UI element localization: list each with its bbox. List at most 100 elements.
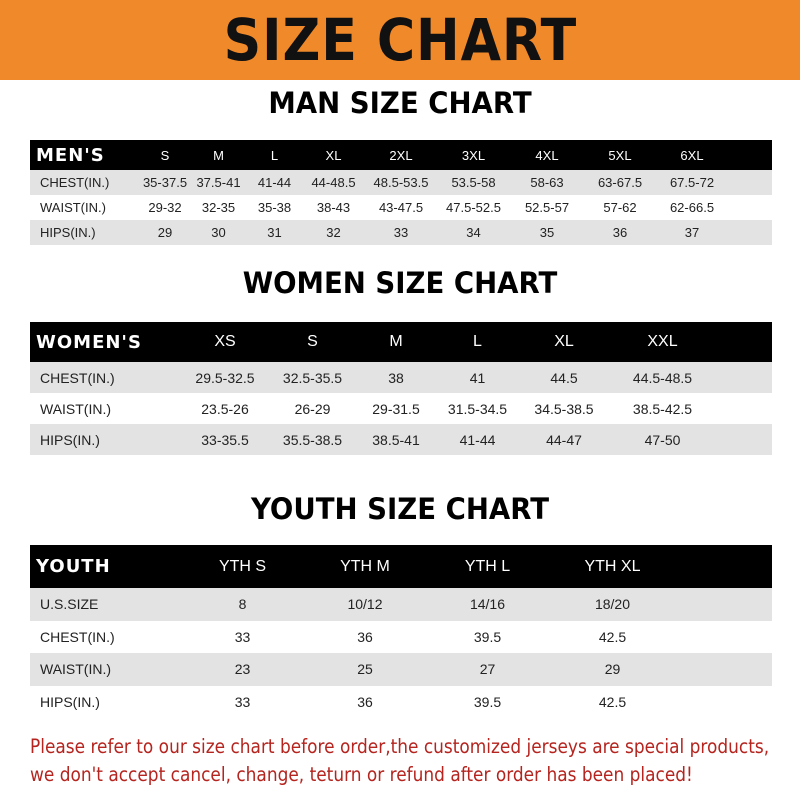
table-cell: 44.5: [550, 369, 578, 386]
youth-size-table: YOUTH YTH S YTH M YTH L YTH XL U.S.SIZE 8 10/12…: [30, 545, 772, 718]
table-title-cell: WOMEN'S: [36, 331, 142, 353]
notice-line: Please refer to our size chart before or…: [30, 735, 770, 758]
table-header-row: YOUTH YTH S YTH M YTH L YTH XL: [30, 545, 772, 588]
table-cell: 41-44: [257, 175, 292, 190]
size-header-cell: YTH XL: [584, 557, 641, 575]
table-cell: 33-35.5: [201, 431, 249, 448]
row-label: WAIST(IN.): [40, 400, 112, 417]
table-cell: 38: [388, 369, 404, 386]
table-title-cell: MEN'S: [36, 144, 105, 166]
table-cell: 32-35: [201, 200, 236, 215]
table-cell: 42.5: [598, 693, 627, 710]
notice-text: Please refer to our size chart before or…: [30, 733, 770, 789]
table-row: HIPS(IN.) 33-35.5 35.5-38.5 38.5-41 41-44 44-…: [30, 424, 772, 455]
table-cell: 31: [267, 225, 282, 240]
table-cell: 62-66.5: [669, 200, 715, 215]
table-cell: 30: [211, 225, 226, 240]
table-cell: 47.5-52.5: [446, 200, 501, 215]
table-cell: 8: [238, 596, 247, 613]
table-cell: 23: [234, 661, 251, 678]
table-cell: 39.5: [473, 628, 502, 645]
table-cell: 41: [469, 369, 486, 386]
table-row: CHEST(IN.) 29.5-32.5 32.5-35.5 38 41 44.5 44.5…: [30, 362, 772, 393]
size-header-cell: L: [270, 147, 279, 163]
size-header-cell: XS: [214, 333, 236, 350]
table-cell: 33: [393, 225, 409, 240]
table-cell: 47-50: [644, 431, 681, 448]
table-cell: 38.5-41: [372, 431, 420, 448]
table-cell: 57-62: [603, 200, 637, 215]
table-cell: 34: [466, 225, 481, 240]
table-cell: 42.5: [598, 628, 627, 645]
table-cell: 38.5-42.5: [632, 400, 693, 417]
table-cell: 32.5-35.5: [282, 369, 343, 386]
size-header-cell: 6XL: [680, 147, 704, 163]
table-row: U.S.SIZE 8 10/12 14/16 18/20: [30, 588, 772, 621]
size-header-cell: M: [213, 147, 224, 163]
table-row: WAIST(IN.) 23.5-26 26-29 29-31.5 31.5-34.5 34…: [30, 393, 772, 424]
table-cell: 36: [357, 628, 373, 645]
size-header-cell: XXL: [647, 333, 678, 350]
women-section-title: WOMEN SIZE CHART: [242, 266, 558, 300]
table-cell: 35: [539, 225, 555, 240]
table-cell: 29-32: [148, 200, 182, 215]
table-cell: 53.5-58: [451, 175, 496, 190]
table-cell: 44-47: [546, 431, 582, 448]
table-cell: 34.5-38.5: [534, 400, 594, 417]
row-label: HIPS(IN.): [40, 431, 100, 448]
row-label: CHEST(IN.): [40, 175, 110, 190]
table-cell: 48.5-53.5: [373, 175, 429, 190]
table-cell: 37.5-41: [196, 175, 241, 190]
table-cell: 10/12: [347, 596, 383, 613]
table-cell: 67.5-72: [669, 175, 715, 190]
row-label: WAIST(IN.): [40, 661, 112, 678]
men-section-title: MAN SIZE CHART: [268, 86, 532, 120]
table-cell: 44-48.5: [311, 175, 356, 190]
table-cell: 38-43: [316, 200, 351, 215]
size-header-cell: 3XL: [461, 147, 486, 163]
size-header-cell: M: [389, 333, 403, 350]
youth-section-title: YOUTH SIZE CHART: [250, 492, 550, 526]
size-header-cell: 5XL: [608, 147, 632, 163]
table-row: HIPS(IN.) 33 36 39.5 42.5: [30, 685, 772, 718]
table-cell: 25: [357, 661, 373, 678]
table-cell: 29-31.5: [372, 400, 420, 417]
table-cell: 35-37.5: [142, 175, 188, 190]
size-header-cell: YTH L: [464, 557, 511, 575]
table-cell: 52.5-57: [524, 200, 570, 215]
row-label: HIPS(IN.): [40, 693, 100, 710]
table-cell: 41-44: [459, 431, 496, 448]
row-label: CHEST(IN.): [40, 369, 115, 386]
table-header-row: MEN'S S M L XL 2XL 3XL 4XL 5XL 6XL: [30, 140, 772, 170]
size-header-cell: S: [307, 333, 318, 350]
table-cell: 33: [234, 693, 251, 710]
row-label: CHEST(IN.): [40, 628, 115, 645]
table-header-row: WOMEN'S XS S M L XL XXL: [30, 322, 772, 362]
size-header-cell: YTH M: [340, 557, 390, 575]
size-header-cell: XL: [554, 333, 574, 350]
row-label: HIPS(IN.): [40, 225, 96, 240]
table-cell: 29.5-32.5: [195, 369, 255, 386]
size-header-cell: YTH S: [218, 557, 267, 575]
banner-title: SIZE CHART: [223, 6, 577, 74]
table-cell: 37: [684, 225, 700, 240]
row-label: WAIST(IN.): [40, 200, 106, 215]
table-cell: 18/20: [594, 596, 631, 613]
table-cell: 44.5-48.5: [632, 369, 693, 386]
table-cell: 36: [612, 225, 628, 240]
table-row: WAIST(IN.) 23 25 27 29: [30, 653, 772, 686]
row-label: U.S.SIZE: [40, 596, 99, 613]
size-chart-banner: SIZE CHART: [0, 0, 800, 80]
table-cell: 35-38: [257, 200, 292, 215]
table-cell: 29: [604, 661, 621, 678]
women-size-table: WOMEN'S XS S M L XL XXL CHEST(IN.) 29.5-32.5 32.5…: [30, 322, 772, 455]
table-cell: 27: [479, 661, 496, 678]
table-cell: 63-67.5: [597, 175, 643, 190]
table-row: WAIST(IN.) 29-32 32-35 35-38 38-43 43-47.5 47.…: [30, 195, 772, 220]
men-size-table: MEN'S S M L XL 2XL 3XL 4XL 5XL 6XL CHEST(IN.) 35-37…: [30, 140, 772, 245]
notice-line: we don't accept cancel, change, teturn o…: [30, 763, 693, 786]
table-row: CHEST(IN.) 35-37.5 37.5-41 41-44 44-48.5 48.5…: [30, 170, 772, 195]
table-cell: 29: [157, 225, 173, 240]
table-title-cell: YOUTH: [36, 556, 111, 577]
size-header-cell: S: [160, 147, 170, 163]
